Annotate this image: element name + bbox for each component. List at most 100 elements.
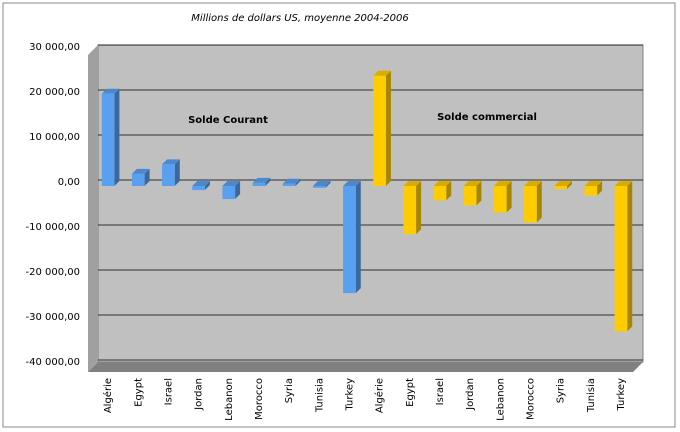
bar-front — [463, 186, 477, 206]
bar-side — [385, 70, 391, 186]
y-tick-label: -10 000,00 — [25, 222, 80, 233]
bar — [373, 70, 391, 186]
bar — [614, 181, 633, 332]
bar-front — [282, 183, 296, 186]
x-tick-label: Morocco — [525, 378, 536, 420]
bar-top — [162, 159, 180, 165]
bar — [403, 181, 422, 235]
bar — [222, 181, 241, 200]
bar-top — [312, 181, 331, 186]
bar-top — [493, 181, 512, 186]
bar — [162, 159, 180, 186]
bar — [493, 181, 512, 213]
x-tick-label: Turkey — [616, 378, 627, 412]
x-tick-label: Israel — [435, 378, 446, 405]
bar-side — [476, 181, 482, 206]
bar-side — [627, 181, 633, 332]
bar-front — [433, 186, 447, 201]
y-tick-label: -40 000,00 — [25, 357, 80, 368]
bar — [192, 181, 210, 191]
bar — [282, 178, 301, 186]
y-tick-label: 0,00 — [58, 177, 80, 188]
x-tick-label: Tunisia — [586, 378, 597, 413]
plot-side-wall — [88, 45, 98, 372]
bar-top — [192, 181, 210, 186]
bar-top — [433, 181, 452, 186]
x-tick-label: Jordan — [465, 378, 476, 411]
bar-side — [566, 181, 572, 190]
bar-front — [493, 186, 507, 213]
bar — [554, 181, 572, 190]
bar-top — [101, 88, 120, 94]
bar — [312, 181, 331, 188]
bar-front — [343, 186, 356, 294]
bar-side — [235, 181, 241, 200]
bar-top — [463, 181, 482, 186]
bar — [252, 177, 271, 186]
bar-front — [614, 186, 628, 332]
x-tick-label: Lebanon — [224, 378, 235, 421]
chart-title: Millions de dollars US, moyenne 2004-200… — [191, 13, 408, 24]
bar-side — [295, 178, 301, 186]
x-tick-label: Egypt — [133, 378, 144, 407]
bar-front — [131, 173, 145, 186]
bar-side — [536, 181, 542, 223]
x-tick-label: Morocco — [254, 378, 265, 420]
bar-top — [554, 181, 572, 186]
bar-side — [114, 88, 120, 186]
bar-side — [506, 181, 512, 213]
bar-front — [554, 186, 567, 190]
bar-side — [597, 181, 603, 196]
x-tick-label: Syria — [556, 378, 567, 403]
bar-front — [162, 164, 175, 186]
bar-front — [584, 186, 598, 196]
x-tick-label: Lebanon — [495, 378, 506, 421]
bar-top — [282, 178, 301, 184]
bar-front — [252, 182, 266, 186]
bar-top — [252, 177, 271, 183]
bar-top — [222, 181, 241, 186]
bar — [343, 181, 361, 294]
x-tick-label: Egypt — [405, 378, 416, 407]
series-label: Solde Courant — [188, 115, 268, 126]
bar-top — [403, 181, 422, 186]
x-tick-label: Turkey — [344, 378, 355, 412]
bar-front — [373, 75, 386, 186]
x-tick-label: Algérie — [102, 378, 114, 413]
y-tick-label: -20 000,00 — [25, 267, 80, 278]
bar-side — [265, 177, 271, 186]
bar-side — [204, 181, 210, 191]
bar — [433, 181, 452, 201]
y-tick-label: 30 000,00 — [29, 42, 80, 53]
bar-front — [403, 186, 417, 235]
bar — [101, 88, 120, 186]
y-tick-label: 10 000,00 — [29, 132, 80, 143]
y-tick-label: 20 000,00 — [29, 87, 80, 98]
x-tick-label: Algérie — [374, 378, 386, 413]
x-tick-label: Israel — [163, 378, 174, 405]
plot-floor — [88, 362, 643, 372]
bar-side — [174, 159, 180, 186]
bar-top — [584, 181, 603, 186]
y-tick-label: -30 000,00 — [25, 312, 80, 323]
bar — [131, 168, 150, 186]
bar-top — [131, 168, 150, 174]
series-label: Solde commercial — [437, 112, 537, 123]
bar-side — [325, 181, 331, 188]
plot-wall — [97, 44, 644, 363]
bar-top — [524, 181, 542, 186]
bar-side — [355, 181, 361, 294]
bar-side — [144, 168, 150, 186]
bar — [584, 181, 603, 196]
bar-top — [343, 181, 361, 186]
bar-front — [524, 186, 537, 223]
bar-front — [222, 186, 236, 200]
bar-front — [101, 93, 115, 186]
bar-front — [192, 186, 205, 191]
bar — [463, 181, 482, 206]
bar-side — [446, 181, 452, 201]
bar-top — [373, 70, 391, 76]
x-tick-label: Jordan — [194, 378, 205, 411]
bar — [524, 181, 542, 223]
